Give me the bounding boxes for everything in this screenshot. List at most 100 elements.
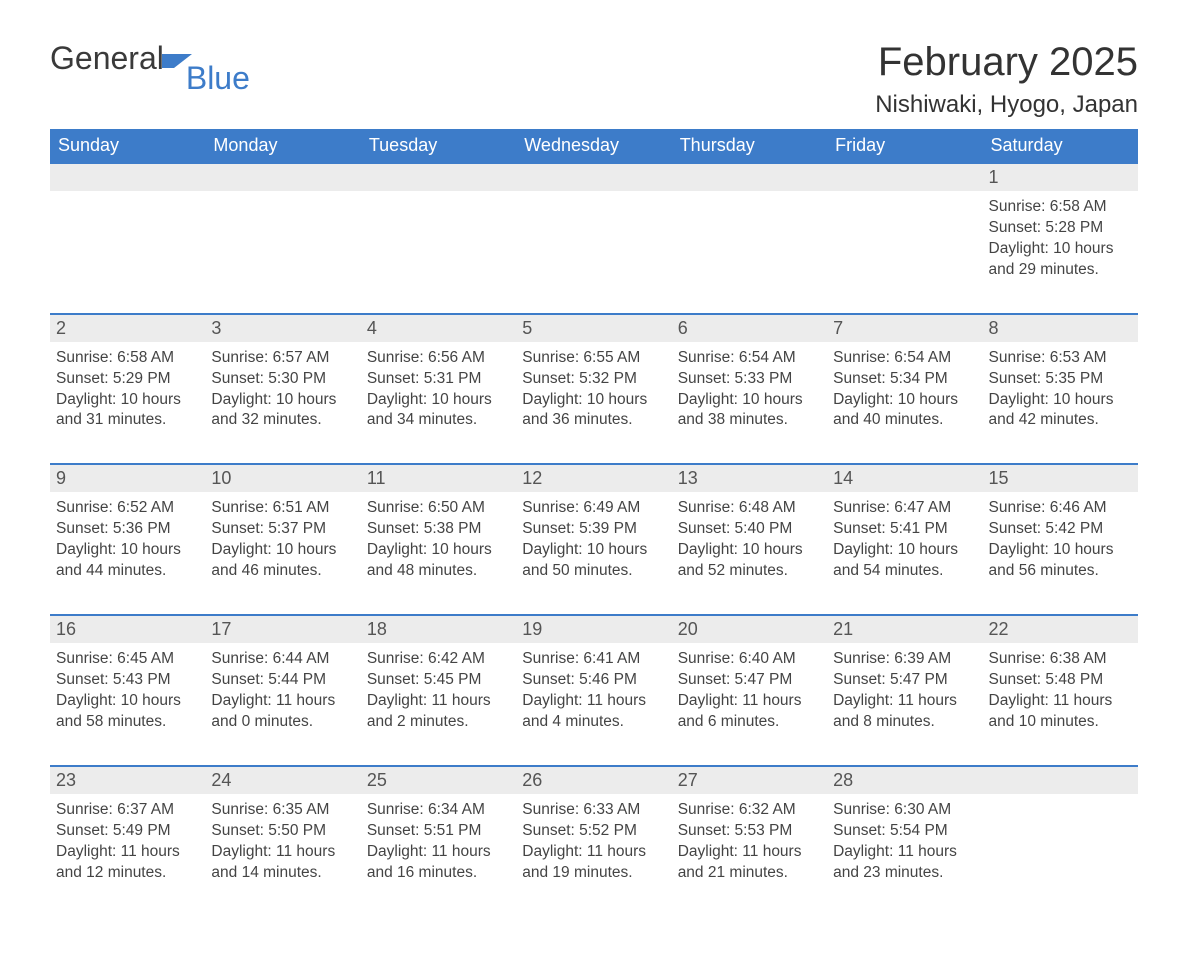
day-cell: 15Sunrise: 6:46 AMSunset: 5:42 PMDayligh… xyxy=(983,464,1138,615)
day-cell: 14Sunrise: 6:47 AMSunset: 5:41 PMDayligh… xyxy=(827,464,982,615)
daylight-text: Daylight: 11 hours and 6 minutes. xyxy=(678,691,821,733)
day-cell: 27Sunrise: 6:32 AMSunset: 5:53 PMDayligh… xyxy=(672,766,827,916)
sunset-text: Sunset: 5:53 PM xyxy=(678,821,821,842)
sunset-text: Sunset: 5:50 PM xyxy=(211,821,354,842)
day-cell xyxy=(672,163,827,314)
sunset-text: Sunset: 5:49 PM xyxy=(56,821,199,842)
day-number: 15 xyxy=(983,465,1138,492)
day-details: Sunrise: 6:58 AMSunset: 5:28 PMDaylight:… xyxy=(983,191,1138,313)
daylight-text: Daylight: 10 hours and 36 minutes. xyxy=(522,390,665,432)
day-cell xyxy=(50,163,205,314)
day-number: 1 xyxy=(983,164,1138,191)
sunrise-text: Sunrise: 6:37 AM xyxy=(56,800,199,821)
sunrise-text: Sunrise: 6:54 AM xyxy=(678,348,821,369)
day-cell xyxy=(516,163,671,314)
day-details: Sunrise: 6:46 AMSunset: 5:42 PMDaylight:… xyxy=(983,492,1138,614)
day-details: Sunrise: 6:57 AMSunset: 5:30 PMDaylight:… xyxy=(205,342,360,464)
day-cell xyxy=(361,163,516,314)
day-number: 3 xyxy=(205,315,360,342)
day-details xyxy=(50,191,205,250)
week-row: 9Sunrise: 6:52 AMSunset: 5:36 PMDaylight… xyxy=(50,464,1138,615)
day-details: Sunrise: 6:44 AMSunset: 5:44 PMDaylight:… xyxy=(205,643,360,765)
sunrise-text: Sunrise: 6:58 AM xyxy=(989,197,1132,218)
daylight-text: Daylight: 11 hours and 12 minutes. xyxy=(56,842,199,884)
day-details: Sunrise: 6:42 AMSunset: 5:45 PMDaylight:… xyxy=(361,643,516,765)
day-cell: 22Sunrise: 6:38 AMSunset: 5:48 PMDayligh… xyxy=(983,615,1138,766)
sunset-text: Sunset: 5:28 PM xyxy=(989,218,1132,239)
sunset-text: Sunset: 5:45 PM xyxy=(367,670,510,691)
month-title: February 2025 xyxy=(875,40,1138,85)
week-row: 2Sunrise: 6:58 AMSunset: 5:29 PMDaylight… xyxy=(50,314,1138,465)
daylight-text: Daylight: 10 hours and 29 minutes. xyxy=(989,239,1132,281)
day-details: Sunrise: 6:58 AMSunset: 5:29 PMDaylight:… xyxy=(50,342,205,464)
day-details: Sunrise: 6:45 AMSunset: 5:43 PMDaylight:… xyxy=(50,643,205,765)
day-details xyxy=(672,191,827,250)
day-details: Sunrise: 6:47 AMSunset: 5:41 PMDaylight:… xyxy=(827,492,982,614)
sunrise-text: Sunrise: 6:39 AM xyxy=(833,649,976,670)
day-cell: 21Sunrise: 6:39 AMSunset: 5:47 PMDayligh… xyxy=(827,615,982,766)
daylight-text: Daylight: 10 hours and 54 minutes. xyxy=(833,540,976,582)
day-cell: 12 Sunrise: 6:49 AMSunset: 5:39 PMDayligh… xyxy=(516,464,671,615)
day-number: 12 xyxy=(516,465,671,492)
sunrise-text: Sunrise: 6:48 AM xyxy=(678,498,821,519)
sunset-text: Sunset: 5:32 PM xyxy=(522,369,665,390)
day-header: Friday xyxy=(827,129,982,163)
day-cell: 5Sunrise: 6:55 AMSunset: 5:32 PMDaylight… xyxy=(516,314,671,465)
day-number: 5 xyxy=(516,315,671,342)
day-details: Sunrise: 6:32 AMSunset: 5:53 PMDaylight:… xyxy=(672,794,827,916)
day-cell: 13Sunrise: 6:48 AMSunset: 5:40 PMDayligh… xyxy=(672,464,827,615)
logo-text-blue: Blue xyxy=(186,60,250,97)
sunset-text: Sunset: 5:34 PM xyxy=(833,369,976,390)
day-number: 9 xyxy=(50,465,205,492)
sunset-text: Sunset: 5:39 PM xyxy=(522,519,665,540)
day-details: Sunrise: 6:52 AMSunset: 5:36 PMDaylight:… xyxy=(50,492,205,614)
day-cell: 20Sunrise: 6:40 AMSunset: 5:47 PMDayligh… xyxy=(672,615,827,766)
sunset-text: Sunset: 5:35 PM xyxy=(989,369,1132,390)
day-cell: 23Sunrise: 6:37 AMSunset: 5:49 PMDayligh… xyxy=(50,766,205,916)
daylight-text: Daylight: 11 hours and 10 minutes. xyxy=(989,691,1132,733)
sunset-text: Sunset: 5:31 PM xyxy=(367,369,510,390)
sunrise-text: Sunrise: 6:32 AM xyxy=(678,800,821,821)
daylight-text: Daylight: 10 hours and 52 minutes. xyxy=(678,540,821,582)
sunset-text: Sunset: 5:38 PM xyxy=(367,519,510,540)
daylight-text: Daylight: 10 hours and 50 minutes. xyxy=(522,540,665,582)
day-number xyxy=(983,767,1138,794)
day-number xyxy=(205,164,360,191)
day-details: Sunrise: 6:55 AMSunset: 5:32 PMDaylight:… xyxy=(516,342,671,464)
day-details xyxy=(827,191,982,250)
sunrise-text: Sunrise: 6:54 AM xyxy=(833,348,976,369)
day-cell xyxy=(205,163,360,314)
day-cell: 6Sunrise: 6:54 AMSunset: 5:33 PMDaylight… xyxy=(672,314,827,465)
day-details: Sunrise: 6:33 AMSunset: 5:52 PMDaylight:… xyxy=(516,794,671,916)
day-cell: 19Sunrise: 6:41 AMSunset: 5:46 PMDayligh… xyxy=(516,615,671,766)
daylight-text: Daylight: 11 hours and 8 minutes. xyxy=(833,691,976,733)
day-number: 24 xyxy=(205,767,360,794)
day-details: Sunrise: 6:54 AMSunset: 5:34 PMDaylight:… xyxy=(827,342,982,464)
day-header: Sunday xyxy=(50,129,205,163)
daylight-text: Daylight: 10 hours and 42 minutes. xyxy=(989,390,1132,432)
day-cell: 16Sunrise: 6:45 AMSunset: 5:43 PMDayligh… xyxy=(50,615,205,766)
day-details: Sunrise: 6:35 AMSunset: 5:50 PMDaylight:… xyxy=(205,794,360,916)
sunrise-text: Sunrise: 6:42 AM xyxy=(367,649,510,670)
day-header: Monday xyxy=(205,129,360,163)
calendar-table: SundayMondayTuesdayWednesdayThursdayFrid… xyxy=(50,129,1138,915)
sunrise-text: Sunrise: 6:49 AM xyxy=(522,498,665,519)
sunrise-text: Sunrise: 6:56 AM xyxy=(367,348,510,369)
day-number: 2 xyxy=(50,315,205,342)
day-number: 13 xyxy=(672,465,827,492)
day-header-row: SundayMondayTuesdayWednesdayThursdayFrid… xyxy=(50,129,1138,163)
day-number: 21 xyxy=(827,616,982,643)
sunset-text: Sunset: 5:43 PM xyxy=(56,670,199,691)
day-details: Sunrise: 6:50 AMSunset: 5:38 PMDaylight:… xyxy=(361,492,516,614)
header-area: General Blue February 2025 Nishiwaki, Hy… xyxy=(50,40,1138,119)
day-cell: 24Sunrise: 6:35 AMSunset: 5:50 PMDayligh… xyxy=(205,766,360,916)
day-header: Tuesday xyxy=(361,129,516,163)
daylight-text: Daylight: 11 hours and 19 minutes. xyxy=(522,842,665,884)
day-number: 16 xyxy=(50,616,205,643)
day-details: Sunrise: 6:51 AMSunset: 5:37 PMDaylight:… xyxy=(205,492,360,614)
day-number: 27 xyxy=(672,767,827,794)
day-details: Sunrise: 6:53 AMSunset: 5:35 PMDaylight:… xyxy=(983,342,1138,464)
daylight-text: Daylight: 10 hours and 56 minutes. xyxy=(989,540,1132,582)
sunrise-text: Sunrise: 6:51 AM xyxy=(211,498,354,519)
sunset-text: Sunset: 5:36 PM xyxy=(56,519,199,540)
